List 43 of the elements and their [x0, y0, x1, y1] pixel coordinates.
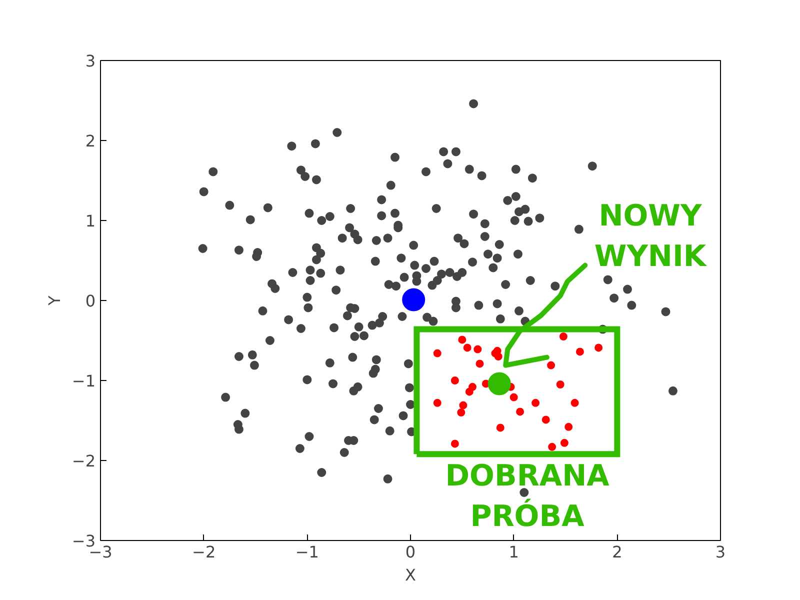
point: [457, 408, 466, 416]
x-tick-label: 3: [715, 542, 726, 562]
x-tick-label: 1: [508, 542, 519, 562]
point: [433, 349, 442, 358]
point: [496, 424, 504, 432]
x-tick-label: −2: [192, 542, 216, 562]
point: [560, 438, 568, 447]
x-tick-label: 2: [612, 542, 622, 562]
point: [542, 416, 550, 424]
y-tick-label: 0: [85, 292, 96, 310]
point: [476, 360, 484, 368]
point: [556, 380, 564, 388]
point: [510, 393, 518, 402]
point: [459, 401, 468, 410]
point: [465, 388, 474, 396]
point: [547, 361, 556, 370]
x-tick-label: 0: [405, 542, 416, 562]
point: [463, 344, 472, 352]
y-tick-label: −2: [72, 452, 96, 470]
point: [474, 345, 482, 354]
x-tick-label: −1: [295, 542, 319, 562]
point: [548, 442, 556, 451]
y-tick-label: 1: [85, 212, 96, 230]
annotation: DOBRANA PRÓBA: [445, 458, 610, 534]
annotation: NOWY WYNIK: [594, 198, 708, 274]
point: [576, 348, 584, 356]
point: [450, 440, 459, 448]
point: [402, 288, 426, 312]
point: [532, 398, 540, 407]
y-tick-label: −1: [72, 372, 96, 390]
point: [570, 398, 579, 407]
point: [450, 376, 459, 384]
y-tick-label: 2: [85, 132, 96, 150]
point: [564, 422, 573, 431]
y-axis-title: Y: [44, 295, 64, 306]
point: [559, 332, 568, 340]
point: [433, 398, 442, 407]
point: [516, 408, 524, 416]
point: [594, 344, 603, 352]
y-tick-label: 3: [85, 52, 96, 70]
point: [458, 336, 466, 344]
point: [488, 372, 511, 396]
x-axis-title: X: [405, 566, 416, 584]
